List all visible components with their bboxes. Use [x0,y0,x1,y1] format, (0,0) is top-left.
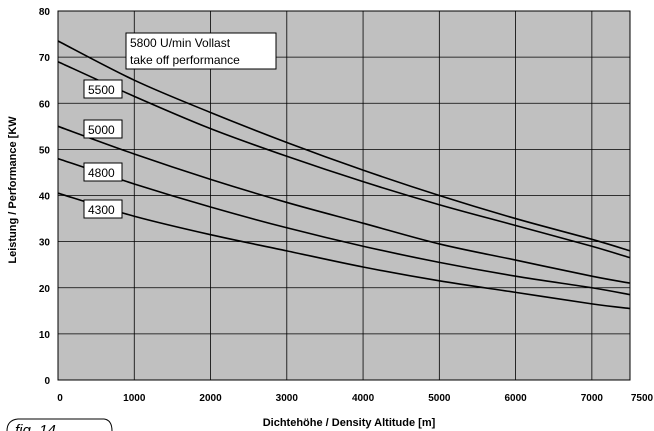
x-tick-label: 6000 [504,393,527,404]
series-label: 5000 [83,119,123,139]
series-line [57,40,631,252]
x-tick-label: 2000 [199,393,222,404]
series-line [57,192,631,310]
series-label-box [83,119,123,139]
series-line [57,61,631,259]
series-label-text: 5000 [88,123,115,137]
y-tick-label: 60 [39,99,51,110]
series-line [57,157,631,296]
grid [58,11,630,380]
y-tick-label: 80 [39,7,51,18]
x-tick-label: 0 [57,393,63,404]
x-tick-label: 4000 [352,393,375,404]
y-tick-label: 20 [39,284,51,295]
series-label-box [125,32,277,70]
y-tick-labels: 0 10 20 30 40 50 60 70 80 [39,7,51,387]
series-line [57,125,631,284]
y-tick-label: 10 [39,330,51,341]
x-tick-label: 7000 [581,393,604,404]
x-tick-label: 1000 [123,393,146,404]
x-tick-labels: 0 1000 2000 3000 4000 5000 6000 7000 7500 [57,393,653,404]
series-label: 4300 [83,199,123,219]
series-label-box [83,199,123,219]
series-label-text: 4800 [88,166,115,180]
y-tick-label: 0 [44,376,50,387]
series-label-box [83,162,123,182]
series-labels: 5800 U/min Vollast take off performance 55… [83,32,277,219]
series-label: 5800 U/min Vollast take off performance [125,32,277,70]
x-axis-title: Dichtehöhe / Density Altitude [m] [263,417,436,429]
series-lines [57,40,631,310]
x-tick-label: 3000 [276,393,299,404]
y-tick-label: 50 [39,145,51,156]
figure-label-text: fig. 14 [15,422,56,431]
series-label-text: 5800 U/min Vollast [130,36,231,50]
series-label: 5500 [83,79,123,99]
y-axis-title: Leistung / Performance [KW [7,116,19,264]
series-label-text: take off performance [130,53,240,67]
y-tick-label: 40 [39,192,51,203]
x-tick-label: 5000 [428,393,451,404]
series-label: 4800 [83,162,123,182]
y-tick-label: 70 [39,53,51,64]
series-label-box [83,79,123,99]
series-label-text: 5500 [88,83,115,97]
figure-label: fig. 14 [6,418,113,431]
x-tick-label: 7500 [631,393,654,404]
series-label-text: 4300 [88,203,115,217]
y-tick-label: 30 [39,238,51,249]
